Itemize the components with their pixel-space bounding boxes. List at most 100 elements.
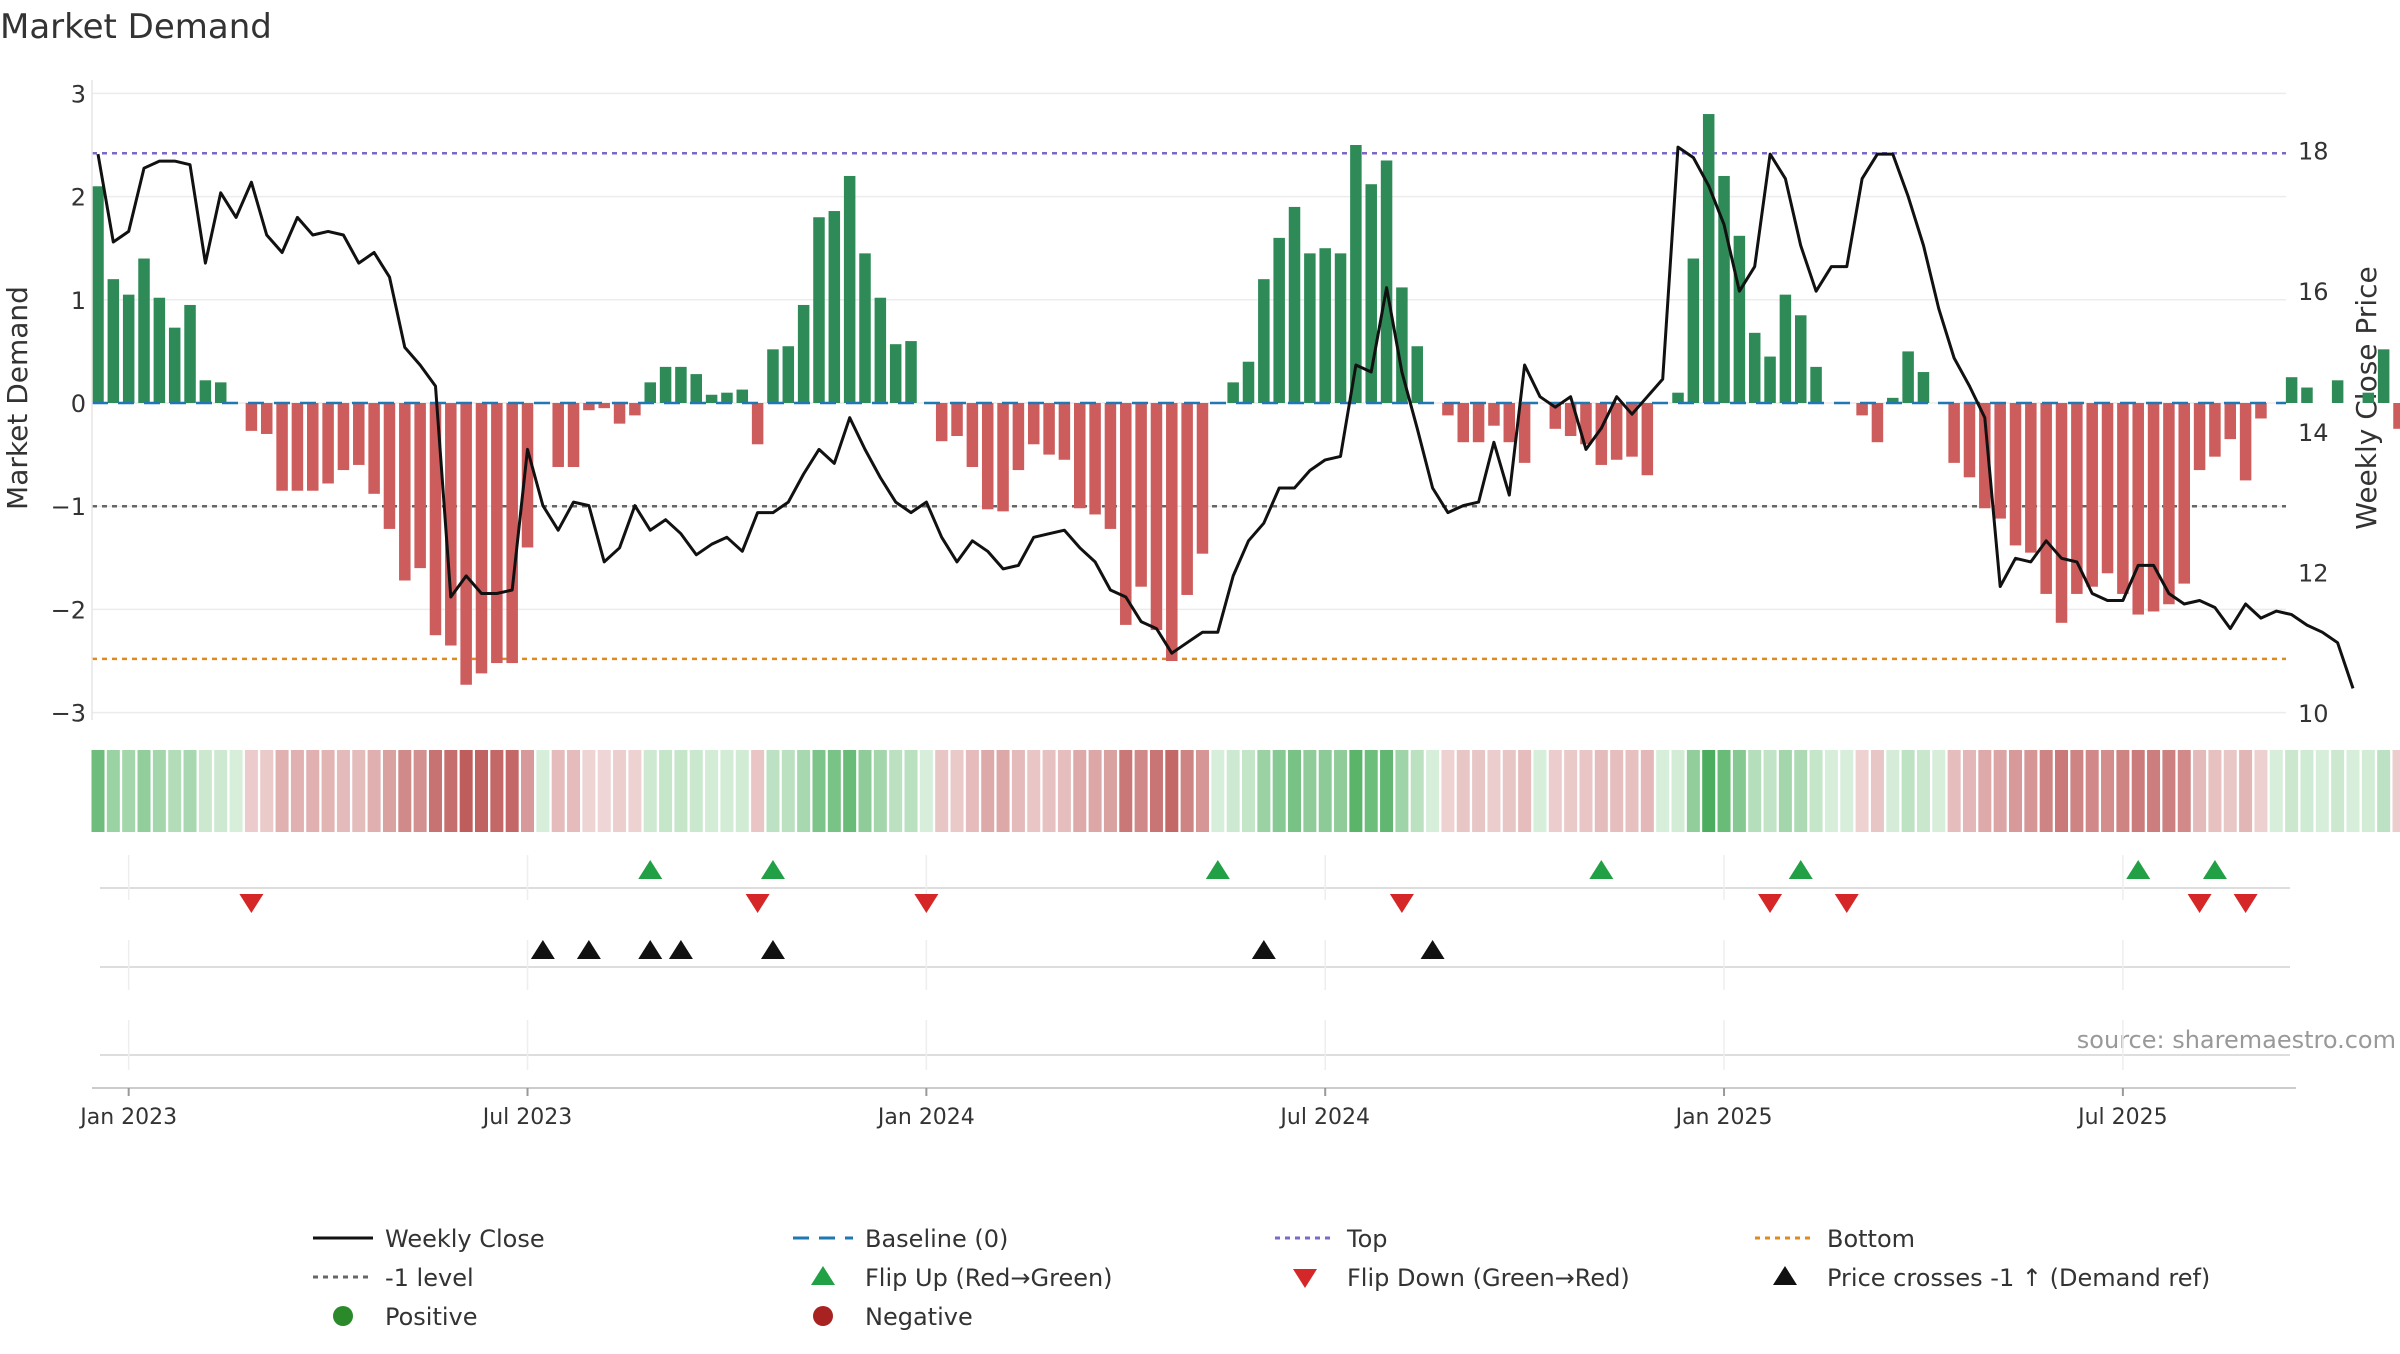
heat-strip-cell	[905, 750, 918, 832]
flip-up-marker	[2203, 860, 2227, 879]
demand-bar-negative	[936, 403, 948, 441]
demand-bar-negative	[2056, 403, 2068, 623]
heat-strip-cell	[1779, 750, 1792, 832]
heat-strip-cell	[828, 750, 841, 832]
heat-strip-cell	[1073, 750, 1086, 832]
demand-bar-positive	[92, 186, 104, 403]
heat-strip-cell	[245, 750, 258, 832]
demand-bar-positive	[1289, 207, 1301, 403]
demand-bar-positive	[1411, 346, 1423, 403]
heat-strip-cell	[1119, 750, 1132, 832]
heat-strip-cell	[720, 750, 733, 832]
heat-strip-cell	[1089, 750, 1102, 832]
heat-strip-cell	[1181, 750, 1194, 832]
legend-swatch-triangle-down	[1293, 1269, 1317, 1288]
heat-strip-cell	[2300, 750, 2313, 832]
demand-bar-negative	[2240, 403, 2252, 480]
y-axis-label: Market Demand	[1, 286, 34, 510]
flip-down-marker	[1758, 894, 1782, 913]
heat-strip-cell	[1810, 750, 1823, 832]
demand-bar-negative	[506, 403, 518, 663]
legend-label: Bottom	[1827, 1225, 1915, 1253]
heat-strip-cell	[1334, 750, 1347, 832]
x-tick-label: Jan 2023	[78, 1105, 177, 1130]
demand-bar-positive	[1734, 236, 1746, 403]
heat-strip-cell	[337, 750, 350, 832]
demand-bar-negative	[2225, 403, 2237, 439]
heat-strip-cell	[122, 750, 135, 832]
demand-bar-negative	[1964, 403, 1976, 477]
heat-strip-cell	[1564, 750, 1577, 832]
heat-strip-cell	[1441, 750, 1454, 832]
heat-strip-cell	[168, 750, 181, 832]
heat-strip-cell	[1487, 750, 1500, 832]
demand-bar-negative	[246, 403, 258, 431]
demand-bar-negative	[368, 403, 380, 494]
heat-strip-cell	[1058, 750, 1071, 832]
price-cross-marker	[1252, 940, 1276, 959]
heat-strip-cell	[997, 750, 1010, 832]
demand-bar-positive	[737, 390, 749, 403]
heat-strip-cell	[2239, 750, 2252, 832]
y2-tick-label: 14	[2298, 419, 2329, 447]
demand-bar-positive	[1227, 382, 1239, 403]
heat-strip-cell	[398, 750, 411, 832]
heat-strip-cell	[1902, 750, 1915, 832]
heat-strip-cell	[843, 750, 856, 832]
heat-strip-cell	[2285, 750, 2298, 832]
heat-strip-cell	[260, 750, 273, 832]
heat-strip-cell	[184, 750, 197, 832]
demand-bar-positive	[829, 211, 841, 403]
flip-up-marker	[2126, 860, 2150, 879]
heat-strip-cell	[2116, 750, 2129, 832]
demand-bar-positive	[1672, 393, 1684, 403]
source-text: source: sharemaestro.com	[2077, 1026, 2396, 1054]
demand-bar-negative	[491, 403, 503, 663]
flip-down-marker	[1835, 894, 1859, 913]
heat-strip-cell	[506, 750, 519, 832]
heat-strip-cell	[414, 750, 427, 832]
flip-down-marker	[2234, 894, 2258, 913]
heat-strip-cell	[2393, 750, 2400, 832]
heat-strip-cell	[1641, 750, 1654, 832]
demand-bar-positive	[2286, 377, 2298, 403]
heat-strip-cell	[1365, 750, 1378, 832]
heat-strip-cell	[659, 750, 672, 832]
heat-strip-cell	[1533, 750, 1546, 832]
heat-strip-cell	[674, 750, 687, 832]
demand-bar-positive	[1304, 253, 1316, 403]
heat-strip-cell	[1257, 750, 1270, 832]
heat-strip-cell	[1656, 750, 1669, 832]
demand-bar-negative	[2071, 403, 2083, 594]
demand-bar-positive	[660, 367, 672, 403]
heat-strip-cell	[2178, 750, 2191, 832]
demand-bar-negative	[1504, 403, 1516, 442]
demand-bar-negative	[399, 403, 411, 581]
heat-strip-cell	[214, 750, 227, 832]
demand-bar-negative	[1473, 403, 1485, 442]
demand-bar-positive	[1688, 259, 1700, 403]
heat-strip-cell	[475, 750, 488, 832]
heat-strip-cell	[1994, 750, 2007, 832]
heat-strip-cell	[2193, 750, 2206, 832]
legend-swatch-dot	[813, 1306, 833, 1326]
demand-bar-negative	[292, 403, 304, 491]
heat-strip-cell	[1196, 750, 1209, 832]
heat-strip-cell	[567, 750, 580, 832]
demand-bar-positive	[767, 349, 779, 403]
demand-bar-negative	[2148, 403, 2160, 611]
heat-strip-cell	[2270, 750, 2283, 832]
heat-strip-cell	[291, 750, 304, 832]
demand-bar-negative	[1043, 403, 1055, 455]
heat-strip-cell	[2162, 750, 2175, 832]
demand-bar-negative	[1458, 403, 1470, 442]
demand-bar-positive	[2363, 393, 2375, 403]
flip-up-marker	[1206, 860, 1230, 879]
legend-swatch-dot	[333, 1306, 353, 1326]
demand-bar-negative	[261, 403, 273, 434]
heat-strip-cell	[1349, 750, 1362, 832]
heat-strip-cell	[2024, 750, 2037, 832]
heat-strip-cell	[306, 750, 319, 832]
heat-strip-cell	[2224, 750, 2237, 832]
